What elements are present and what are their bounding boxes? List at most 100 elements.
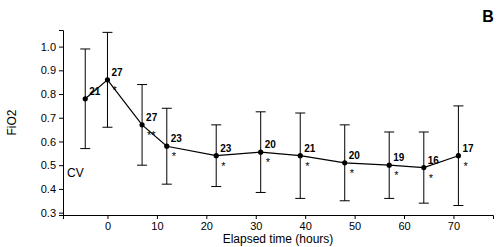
significance-label: * bbox=[305, 160, 310, 172]
significance-label: ** bbox=[147, 129, 156, 141]
y-tick-mark bbox=[59, 165, 63, 166]
n-label: 19 bbox=[393, 152, 405, 163]
error-bar bbox=[419, 132, 429, 203]
significance-label: * bbox=[266, 156, 271, 168]
x-tick-mark bbox=[355, 215, 356, 219]
error-bar bbox=[137, 85, 147, 166]
y-tick: 0.6 bbox=[41, 135, 63, 147]
n-label: 16 bbox=[428, 155, 440, 166]
error-bar bbox=[384, 132, 394, 198]
x-tick: 70 bbox=[448, 215, 460, 232]
x-tick-label: 40 bbox=[300, 220, 312, 232]
y-tick-mark bbox=[59, 70, 63, 71]
data-point bbox=[258, 150, 263, 155]
error-bar bbox=[80, 49, 90, 149]
y-tick-label: 0.3 bbox=[41, 207, 56, 219]
y-tick: 0.7 bbox=[41, 112, 63, 124]
y-tick: 0.8 bbox=[41, 88, 63, 100]
error-bar-cap bbox=[453, 105, 463, 106]
data-point bbox=[387, 163, 392, 168]
significance-label: * bbox=[172, 150, 177, 162]
significance-label: * bbox=[429, 172, 434, 184]
error-bar-cap bbox=[102, 127, 112, 128]
significance-label: * bbox=[394, 169, 399, 181]
y-tick-mark bbox=[59, 94, 63, 95]
y-tick-label: 0.4 bbox=[41, 183, 56, 195]
marks bbox=[80, 32, 463, 205]
x-axis: 010203040506070 bbox=[64, 215, 494, 232]
n-label: 20 bbox=[265, 139, 277, 150]
error-bar-cap bbox=[162, 108, 172, 109]
n-label: 20 bbox=[349, 150, 361, 161]
error-bar bbox=[211, 125, 221, 187]
significance-label: * bbox=[350, 167, 355, 179]
x-tick: 50 bbox=[349, 215, 361, 232]
y-tick-mark bbox=[59, 189, 63, 190]
n-label: 21 bbox=[304, 143, 316, 154]
x-tick-label: 50 bbox=[349, 220, 361, 232]
x-tick-mark bbox=[206, 215, 207, 219]
x-tick: 0 bbox=[105, 215, 111, 232]
y-tick-mark bbox=[59, 141, 63, 142]
error-bar-cap bbox=[295, 113, 305, 114]
error-bar-cap bbox=[256, 192, 266, 193]
y-tick: 0.3 bbox=[41, 207, 63, 219]
error-bar-cap bbox=[137, 84, 147, 85]
x-tick-mark bbox=[107, 215, 108, 219]
error-bar bbox=[162, 108, 172, 184]
y-tick-mark bbox=[59, 213, 63, 214]
n-label: 27 bbox=[146, 112, 158, 123]
error-bar bbox=[295, 113, 305, 198]
y-tick: 0.5 bbox=[41, 159, 63, 171]
error-bar bbox=[256, 112, 266, 193]
x-tick-mark bbox=[305, 215, 306, 219]
y-tick-label: 0.9 bbox=[41, 64, 56, 76]
series-line bbox=[85, 80, 458, 168]
n-label: 27 bbox=[111, 67, 123, 78]
error-bar bbox=[102, 32, 112, 127]
y-axis-line bbox=[59, 31, 64, 216]
error-bar-cap bbox=[256, 111, 266, 112]
n-label: 21 bbox=[89, 86, 101, 97]
y-tick: 1.0 bbox=[41, 41, 63, 53]
error-bar-cap bbox=[419, 131, 429, 132]
x-axis-line bbox=[64, 216, 494, 220]
error-bar-cap bbox=[340, 200, 350, 201]
chart: 0102030405060700.30.40.50.60.70.80.91.02… bbox=[0, 0, 504, 247]
n-label: 17 bbox=[462, 143, 474, 154]
x-axis-title: Elapsed time (hours) bbox=[223, 232, 334, 246]
y-tick-label: 0.7 bbox=[41, 112, 56, 124]
panel-label: B bbox=[482, 8, 494, 25]
data-point bbox=[164, 144, 169, 149]
y-axis: 0.3 0.4 0.5 0.6 0.7 0.8 0.9 1.0 bbox=[41, 31, 64, 219]
plot: 0102030405060700.30.40.50.60.70.80.91.02… bbox=[41, 31, 494, 232]
x-tick-mark bbox=[157, 215, 158, 219]
x-tick-label: 20 bbox=[201, 220, 213, 232]
y-tick-label: 1.0 bbox=[41, 41, 56, 53]
x-tick: 60 bbox=[398, 215, 410, 232]
y-tick-label: 0.5 bbox=[41, 159, 56, 171]
series-label: CV bbox=[67, 166, 84, 180]
data-point bbox=[105, 77, 110, 82]
significance-label: * bbox=[112, 84, 117, 96]
n-label: 23 bbox=[171, 133, 183, 144]
data-point bbox=[456, 153, 461, 158]
x-tick-label: 0 bbox=[105, 220, 111, 232]
error-bar-cap bbox=[453, 205, 463, 206]
data-point bbox=[214, 153, 219, 158]
significance-label: * bbox=[463, 160, 468, 172]
error-bar bbox=[340, 125, 350, 201]
error-bar-cap bbox=[384, 198, 394, 199]
x-tick: 20 bbox=[201, 215, 213, 232]
error-bar bbox=[453, 106, 463, 206]
error-bar-cap bbox=[384, 131, 394, 132]
error-bar-cap bbox=[211, 124, 221, 125]
data-point bbox=[298, 153, 303, 158]
y-axis-title: FiO2 bbox=[5, 109, 19, 135]
x-tick-label: 70 bbox=[448, 220, 460, 232]
error-bar-cap bbox=[80, 48, 90, 49]
x-tick-mark bbox=[256, 215, 257, 219]
data-point bbox=[421, 165, 426, 170]
error-bar-cap bbox=[419, 203, 429, 204]
x-tick-label: 10 bbox=[151, 220, 163, 232]
